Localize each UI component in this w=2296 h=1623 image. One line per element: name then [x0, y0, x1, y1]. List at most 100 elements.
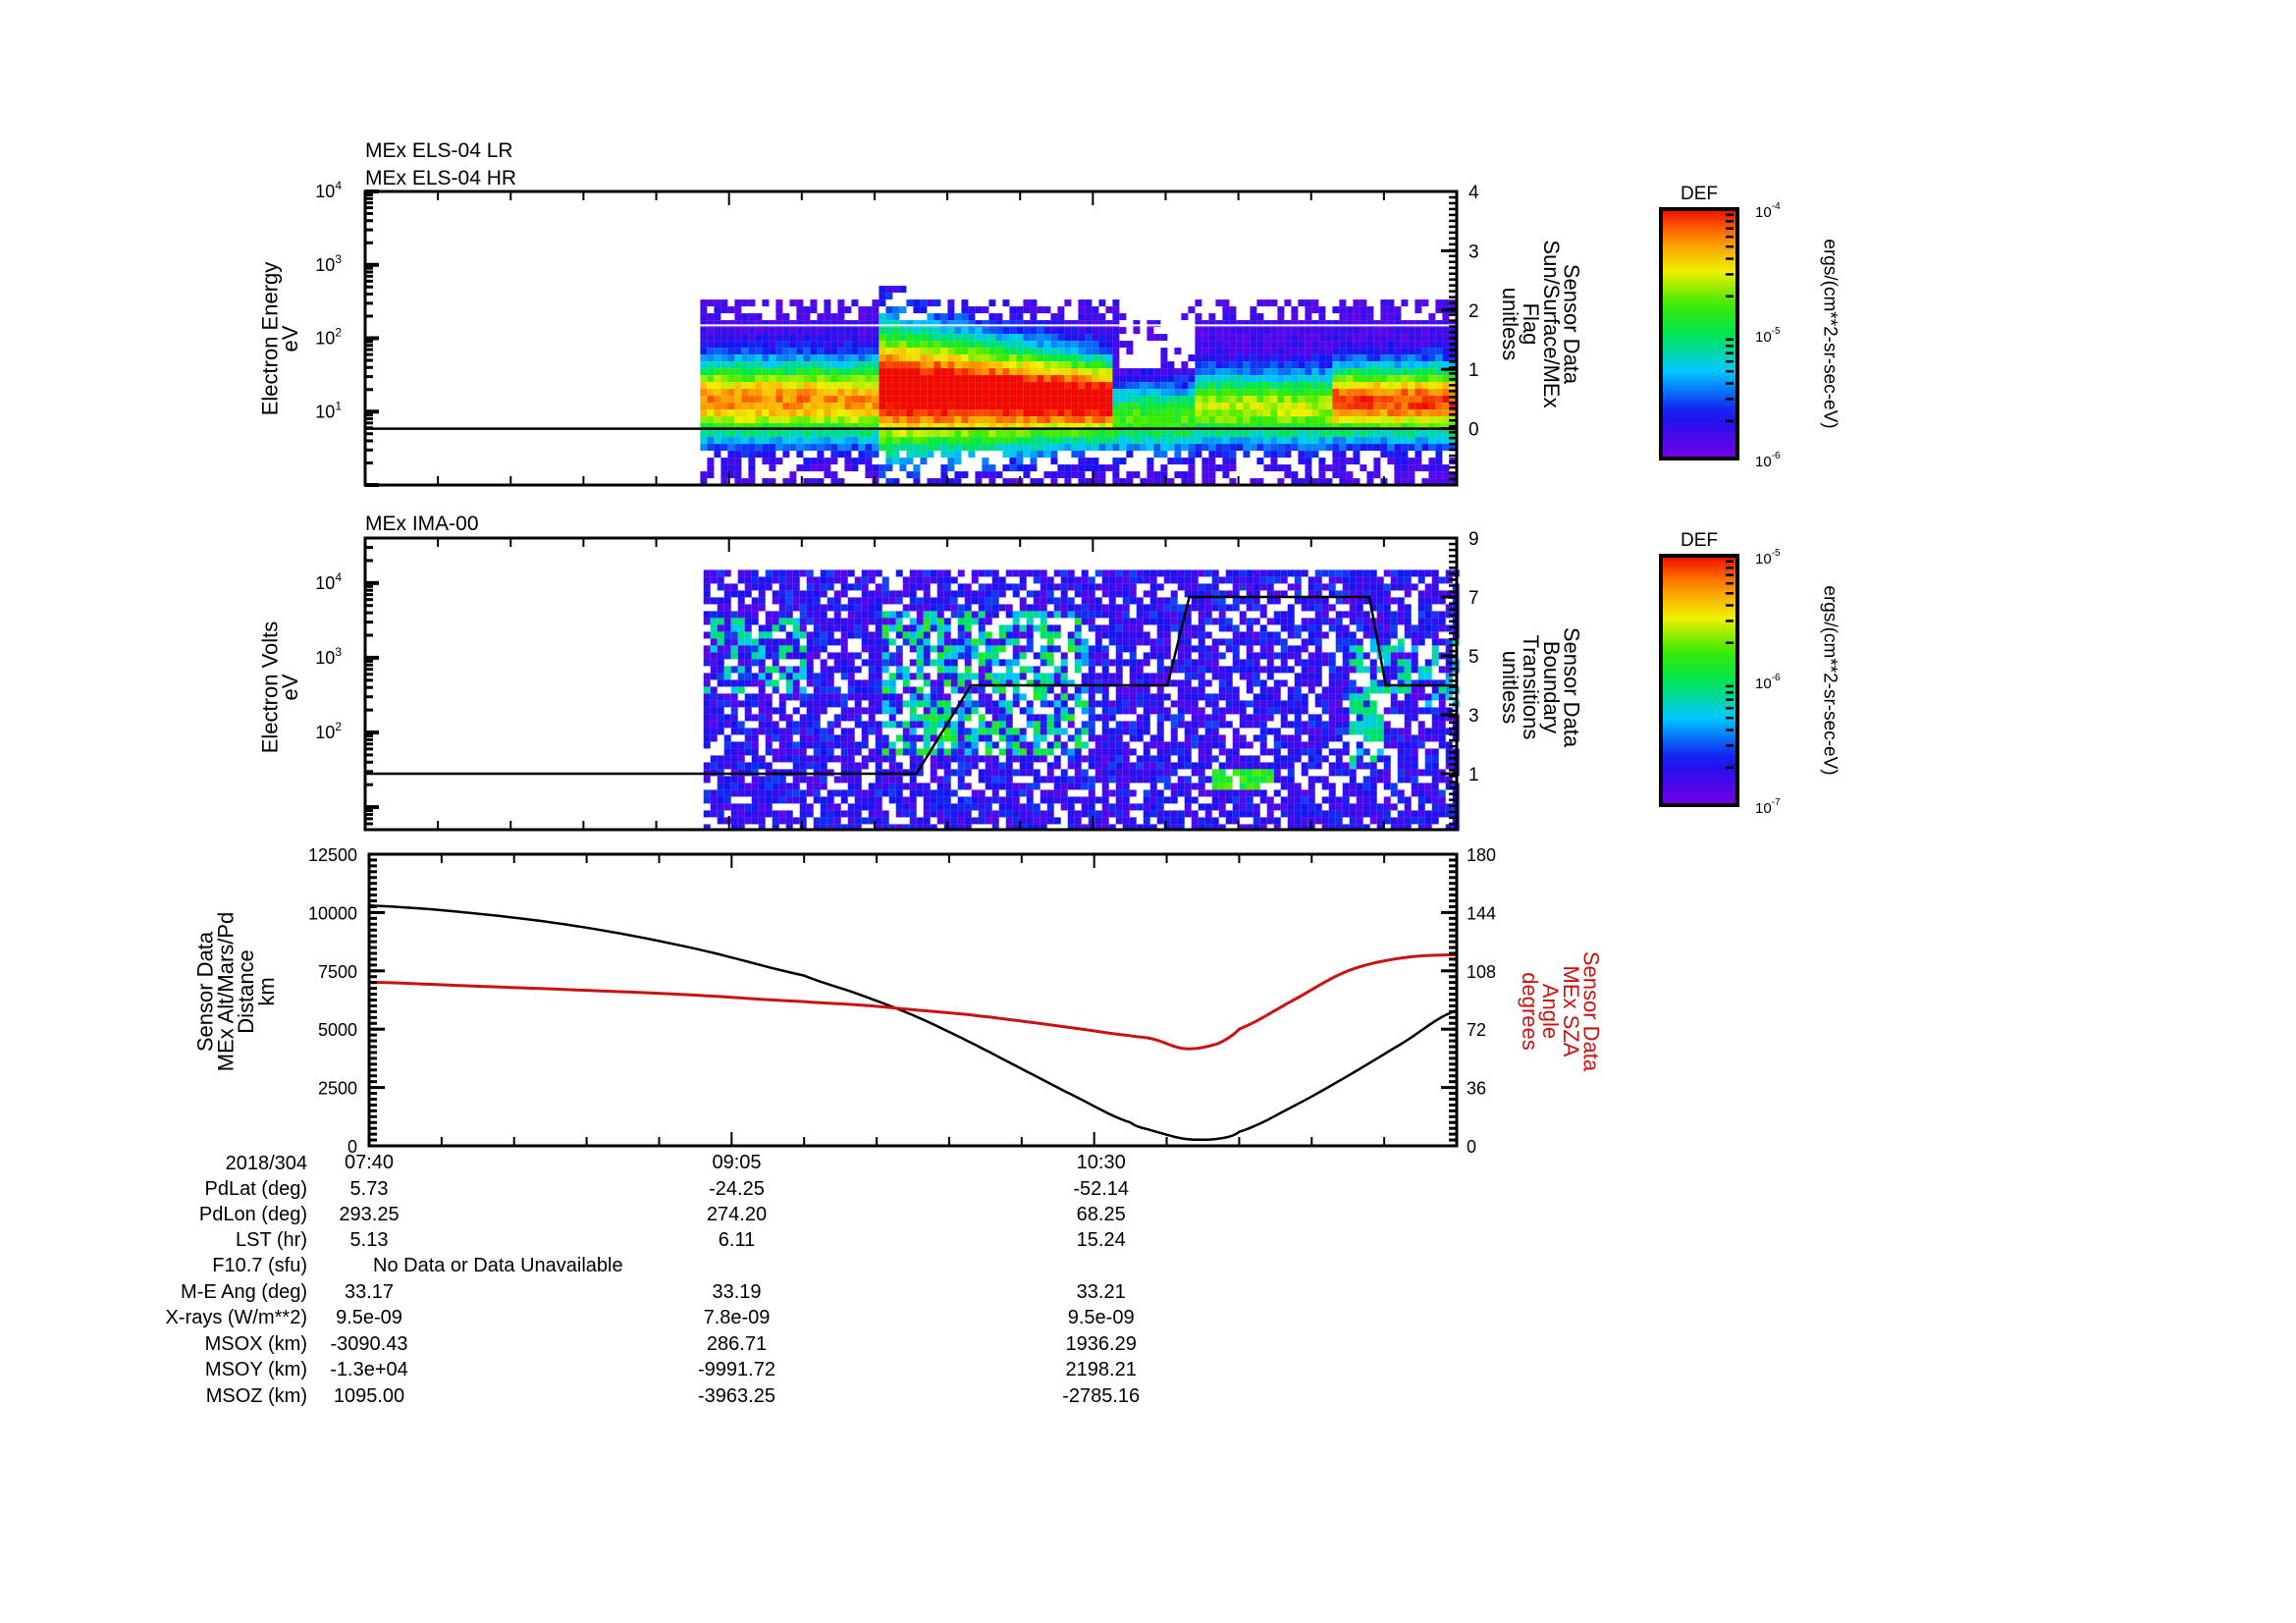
spectrogram-cell	[1218, 748, 1226, 756]
spectrogram-cell	[1201, 375, 1209, 383]
spectrogram-cell	[1353, 478, 1361, 486]
spectrogram-cell	[1256, 313, 1264, 321]
spectrogram-cell	[991, 796, 999, 804]
spectrogram-cell	[998, 659, 1006, 667]
spectrogram-cell	[772, 707, 779, 715]
spectrogram-cell	[1074, 645, 1082, 653]
spectrogram-cell	[943, 569, 951, 577]
spectrogram-cell	[950, 789, 958, 797]
spectrogram-cell	[1222, 396, 1230, 404]
spectrogram-cell	[769, 361, 776, 369]
spectrogram-cell	[1115, 631, 1123, 639]
spectrogram-cell	[847, 789, 855, 797]
spectrogram-cell	[1023, 306, 1031, 314]
spectrogram-cell	[885, 437, 893, 445]
spectrogram-cell	[1115, 569, 1123, 577]
spectrogram-cell	[813, 783, 821, 790]
spectrogram-cell	[762, 403, 770, 410]
spectrogram-cell	[765, 618, 773, 625]
spectrogram-cell	[700, 389, 708, 397]
spectrogram-cell	[830, 389, 838, 397]
spectrogram-cell	[1147, 396, 1154, 404]
spectrogram-cell	[957, 762, 965, 770]
spectrogram-cell	[1442, 396, 1450, 404]
spectrogram-cell	[1153, 471, 1161, 479]
spectrogram-cell	[1143, 769, 1150, 777]
spectrogram-cell	[936, 652, 944, 660]
spectrogram-cell	[1204, 776, 1212, 784]
spectrogram-cell	[1050, 368, 1058, 376]
spectrogram-cell	[957, 652, 965, 660]
spectrogram-cell	[1215, 451, 1223, 459]
spectrogram-cell	[909, 755, 917, 763]
spectrogram-cell	[978, 776, 986, 784]
spectrogram-cell	[968, 396, 976, 404]
spectrogram-cell	[885, 306, 893, 314]
spectrogram-cell	[1332, 416, 1340, 424]
spectrogram-cell	[888, 776, 896, 784]
spectrogram-cell	[1191, 728, 1199, 735]
spectrogram-cell	[988, 423, 996, 431]
spectrogram-cell	[1033, 576, 1041, 584]
spectrogram-cell	[1170, 728, 1178, 735]
spectrogram-cell	[902, 803, 910, 811]
spectrogram-cell	[1394, 458, 1402, 465]
spectrogram-cell	[885, 286, 893, 294]
spectrogram-cell	[950, 590, 958, 598]
spectrogram-cell	[888, 700, 896, 708]
spectrogram-cell	[1415, 444, 1422, 452]
spectrogram-cell	[778, 569, 786, 577]
spectrogram-cell	[861, 796, 869, 804]
spectrogram-cell	[1101, 707, 1109, 715]
spectrogram-cell	[964, 693, 972, 701]
spectrogram-cell	[1057, 368, 1065, 376]
spectrogram-cell	[813, 824, 821, 832]
spectrogram-cell	[879, 437, 886, 445]
spectrogram-cell	[1167, 361, 1175, 369]
spectrogram-cell	[734, 471, 742, 479]
spectrogram-cell	[765, 583, 773, 591]
spectrogram-cell	[985, 762, 992, 770]
spectrogram-cell	[1232, 817, 1240, 825]
spectrogram-cell	[895, 721, 903, 729]
spectrogram-cell	[833, 755, 841, 763]
spectrogram-cell	[875, 728, 882, 735]
spectrogram-cell	[995, 471, 1003, 479]
spectrogram-cell	[813, 597, 821, 605]
spectrogram-cell	[1085, 444, 1093, 452]
spectrogram-cell	[847, 728, 855, 735]
spectrogram-cell	[1095, 569, 1102, 577]
spectrogram-cell	[909, 673, 917, 680]
spectrogram-cell	[1305, 382, 1312, 390]
spectrogram-cell	[1149, 783, 1157, 790]
spectrogram-cell	[1136, 659, 1144, 667]
spectrogram-cell	[1149, 762, 1157, 770]
spectrogram-cell	[1305, 299, 1312, 307]
spectrogram-cell	[1037, 444, 1044, 452]
spectrogram-cell	[717, 611, 724, 619]
spectrogram-cell	[1098, 444, 1106, 452]
spectrogram-cell	[792, 576, 800, 584]
spectrogram-cell	[1421, 327, 1429, 335]
spectrogram-cell	[1284, 416, 1292, 424]
spectrogram-cell	[1081, 645, 1089, 653]
spectrogram-cell	[803, 478, 811, 486]
spectrogram-cell	[734, 396, 742, 404]
spectrogram-cell	[813, 789, 821, 797]
spectrogram-cell	[909, 817, 917, 825]
spectrogram-cell	[868, 755, 876, 763]
spectrogram-cell	[1208, 361, 1216, 369]
spectrogram-cell	[744, 576, 752, 584]
spectrogram-cell	[806, 673, 814, 680]
spectrogram-cell	[1339, 471, 1347, 479]
spectrogram-cell	[975, 478, 983, 486]
spectrogram-cell	[717, 624, 724, 632]
spectrogram-cell	[1211, 645, 1219, 653]
spectrogram-cell	[1092, 313, 1099, 321]
spectrogram-cell	[806, 776, 814, 784]
spectrogram-cell	[1088, 734, 1095, 742]
spectrogram-cell	[1023, 375, 1031, 383]
spectrogram-cell	[1012, 783, 1020, 790]
spectrogram-cell	[1387, 306, 1395, 314]
spectrogram-cell	[1033, 810, 1041, 818]
